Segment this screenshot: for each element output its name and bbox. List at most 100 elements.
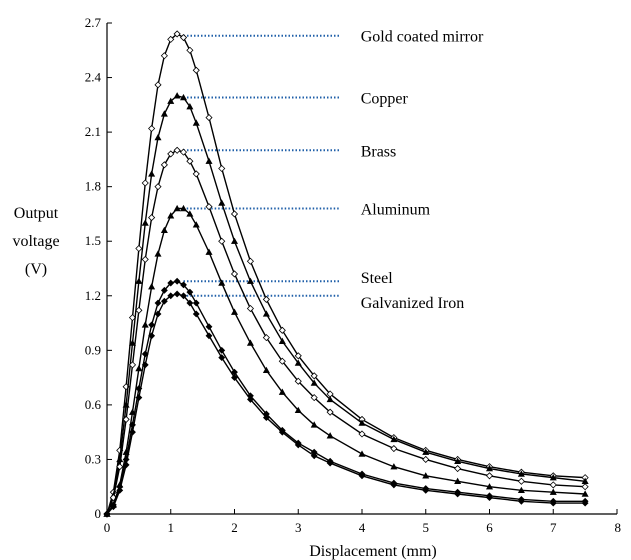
data-point xyxy=(155,251,161,256)
data-point xyxy=(219,165,225,171)
y-axis-label-line-2: voltage xyxy=(12,233,59,250)
series-label: Steel xyxy=(361,270,394,287)
data-point xyxy=(423,456,429,462)
y-tick-label: 1.8 xyxy=(85,179,101,194)
data-point xyxy=(206,115,212,121)
data-point xyxy=(181,35,187,41)
data-point xyxy=(359,451,365,456)
data-point xyxy=(232,309,238,314)
data-point xyxy=(206,333,212,339)
series-2 xyxy=(104,147,588,517)
data-point xyxy=(136,366,142,371)
data-point xyxy=(193,171,199,177)
data-point xyxy=(193,120,199,125)
data-point xyxy=(142,220,148,225)
series-line xyxy=(107,150,585,514)
series-line xyxy=(107,96,585,514)
x-tick-label: 4 xyxy=(359,520,366,535)
data-point xyxy=(247,278,253,283)
data-point xyxy=(136,278,142,283)
x-axis-label: Displacement (mm) xyxy=(309,543,437,560)
series-5 xyxy=(104,291,588,517)
y-tick-label: 0.9 xyxy=(85,342,101,357)
data-point xyxy=(174,278,180,284)
data-point xyxy=(550,482,556,488)
x-tick-label: 3 xyxy=(295,520,302,535)
data-point xyxy=(206,204,212,210)
data-point xyxy=(206,158,212,163)
x-tick-label: 7 xyxy=(550,520,557,535)
series-line xyxy=(107,34,585,514)
data-point xyxy=(232,271,238,277)
leader-lines xyxy=(184,36,340,296)
data-point xyxy=(174,147,180,153)
data-point xyxy=(391,446,397,452)
data-point xyxy=(174,291,180,297)
data-point xyxy=(518,478,524,484)
data-point xyxy=(582,484,588,490)
data-point xyxy=(247,306,253,312)
data-point xyxy=(142,322,148,327)
series-label: Gold coated mirror xyxy=(361,29,484,46)
data-point xyxy=(149,284,155,289)
series-1 xyxy=(104,93,588,517)
x-tick-label: 2 xyxy=(231,520,238,535)
series-layer xyxy=(104,31,588,517)
x-tick-label: 1 xyxy=(168,520,175,535)
data-point xyxy=(232,211,238,217)
data-point xyxy=(206,249,212,254)
x-tick-label: 6 xyxy=(486,520,493,535)
y-ticks: 0 0.3 0.6 0.9 1.2 1.5 1.8 2.1 2.4 2.7 xyxy=(85,15,112,521)
data-point xyxy=(117,456,123,461)
x-tick-label: 0 xyxy=(104,520,111,535)
data-point xyxy=(155,135,161,140)
series-label: Copper xyxy=(361,91,409,108)
y-tick-label: 2.1 xyxy=(85,124,101,139)
y-tick-label: 1.5 xyxy=(85,233,101,248)
data-point xyxy=(263,367,269,372)
series-label: Aluminum xyxy=(361,201,431,218)
x-ticks: 0 1 2 3 4 5 6 7 8 xyxy=(104,509,621,535)
x-tick-label: 8 xyxy=(615,520,622,535)
data-point xyxy=(136,245,142,251)
data-point xyxy=(149,215,155,221)
series-4 xyxy=(104,278,588,517)
annotation-labels: Gold coated mirror Copper Brass Aluminum Ste… xyxy=(361,29,484,312)
data-point xyxy=(232,238,238,243)
data-point xyxy=(206,324,212,330)
y-tick-label: 0 xyxy=(95,506,102,521)
data-point xyxy=(155,184,161,190)
series-label: Brass xyxy=(361,143,397,160)
series-line xyxy=(107,281,585,514)
y-tick-label: 1.2 xyxy=(85,288,101,303)
data-point xyxy=(193,300,199,306)
data-point xyxy=(247,258,253,264)
data-point xyxy=(219,347,225,353)
data-point xyxy=(149,171,155,176)
data-point xyxy=(168,151,174,157)
data-point xyxy=(263,311,269,316)
series-line xyxy=(107,294,585,514)
data-point xyxy=(161,53,167,59)
data-point xyxy=(219,200,225,205)
data-point xyxy=(161,227,167,232)
data-point xyxy=(142,256,148,262)
data-point xyxy=(279,338,285,343)
y-axis-label-line-3: (V) xyxy=(25,261,47,278)
data-point xyxy=(455,466,461,472)
x-tick-label: 5 xyxy=(423,520,430,535)
data-point xyxy=(187,47,193,53)
data-point xyxy=(193,311,199,317)
data-point xyxy=(193,67,199,73)
y-tick-label: 2.4 xyxy=(85,70,102,85)
data-point xyxy=(487,473,493,479)
data-point xyxy=(193,222,199,227)
series-label: Galvanized Iron xyxy=(361,295,465,312)
data-point xyxy=(161,162,167,168)
series-0 xyxy=(104,31,588,517)
data-point xyxy=(161,111,167,116)
data-point xyxy=(263,296,269,302)
y-tick-label: 0.3 xyxy=(85,451,101,466)
data-point xyxy=(142,180,148,186)
